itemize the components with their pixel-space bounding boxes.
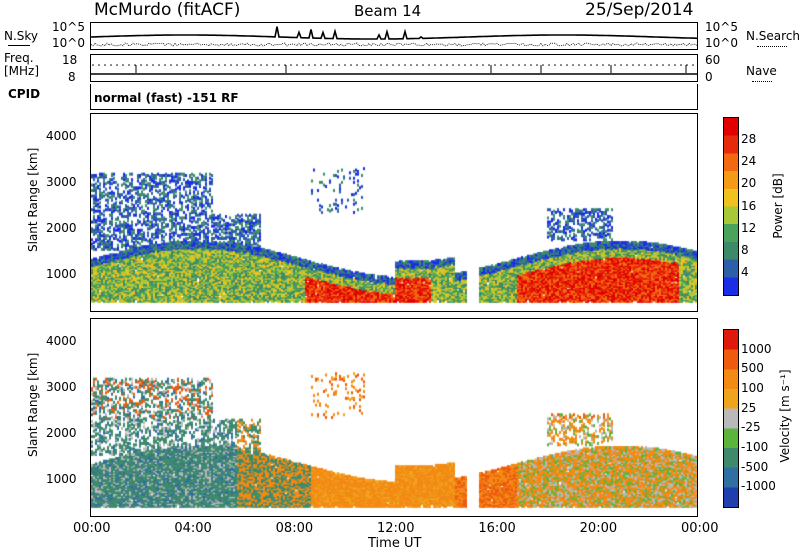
x-axis-label: Time UT	[368, 537, 421, 550]
colorbar-tick-label: 28	[741, 133, 756, 145]
y-tick-label: 3000	[46, 176, 77, 188]
colorbar-tick-label: 4	[741, 266, 749, 278]
colorbar-tick-label: -500	[741, 461, 768, 473]
y-tick-label: 4000	[46, 335, 77, 347]
colorbar-tick-label: 500	[741, 362, 764, 374]
freq-panel	[90, 54, 698, 82]
colorbar-tick-label: 12	[741, 222, 756, 234]
velocity-panel	[90, 318, 698, 517]
power-ylabel: Slant Range [km]	[26, 162, 40, 252]
velocity-ylabel: Slant Range [km]	[26, 367, 40, 457]
y-tick-label: 2000	[46, 427, 77, 439]
nave-tick-bottom: 0	[705, 71, 713, 83]
freq-trace	[91, 55, 697, 81]
nsky-tick-top: 10^5	[52, 21, 85, 33]
freq-label: Freq.	[4, 52, 34, 64]
beam-title: Beam 14	[354, 4, 421, 19]
station-title: McMurdo (fitACF)	[94, 2, 240, 19]
y-tick-label: 4000	[46, 130, 77, 142]
nsky-panel	[90, 22, 698, 50]
colorbar-tick-label: 100	[741, 382, 764, 394]
x-tick-label: 00:00	[681, 522, 718, 535]
x-tick-label: 20:00	[580, 522, 617, 535]
velocity-colorbar-label: Velocity [m s⁻¹]	[778, 361, 792, 471]
colorbar-tick-label: -100	[741, 441, 768, 453]
nave-label-underline	[752, 81, 772, 82]
x-tick-label: 00:00	[73, 522, 110, 535]
power-colorbar	[723, 117, 739, 296]
colorbar-tick-label: 1000	[741, 343, 772, 355]
date-title: 25/Sep/2014	[585, 2, 693, 19]
colorbar-tick-label: 20	[741, 177, 756, 189]
x-tick-label: 16:00	[478, 522, 515, 535]
cpid-label: CPID	[8, 88, 40, 100]
power-colorbar-label: Power [dB]	[771, 161, 785, 251]
x-tick-label: 08:00	[276, 522, 313, 535]
cpid-mode: normal (fast) -151 RF	[94, 92, 239, 104]
colorbar-tick-label: 25	[741, 402, 756, 414]
nsearch-label: N.Search	[746, 30, 800, 42]
nsky-label-underline	[8, 45, 30, 46]
colorbar-tick-label: 24	[741, 155, 756, 167]
nsky-label: N.Sky	[4, 30, 38, 42]
cpid-panel: normal (fast) -151 RF	[90, 84, 698, 110]
nave-label: Nave	[746, 65, 777, 77]
power-heatmap	[91, 114, 697, 311]
colorbar-tick-label: 16	[741, 200, 756, 212]
nsearch-label-underline	[757, 46, 787, 47]
colorbar-tick-label: -25	[741, 421, 761, 433]
y-tick-label: 3000	[46, 381, 77, 393]
y-tick-label: 1000	[46, 473, 77, 485]
x-tick-label: 12:00	[377, 522, 414, 535]
nsearch-tick-bottom: 10^0	[705, 37, 738, 49]
nsky-tick-bottom: 10^0	[52, 37, 85, 49]
power-panel	[90, 113, 698, 312]
velocity-colorbar	[723, 329, 739, 508]
velocity-heatmap	[91, 319, 697, 516]
y-tick-label: 1000	[46, 268, 77, 280]
nsearch-tick-top: 10^5	[705, 21, 738, 33]
nsky-trace	[91, 23, 697, 49]
y-tick-label: 2000	[46, 222, 77, 234]
colorbar-tick-label: 8	[741, 244, 749, 256]
freq-unit-label: [MHz]	[4, 65, 39, 77]
colorbar-tick-label: -1000	[741, 480, 776, 492]
freq-tick-bottom: 8	[68, 71, 76, 83]
freq-tick-top: 18	[62, 54, 77, 66]
nave-tick-top: 60	[705, 54, 720, 66]
x-tick-label: 04:00	[174, 522, 211, 535]
